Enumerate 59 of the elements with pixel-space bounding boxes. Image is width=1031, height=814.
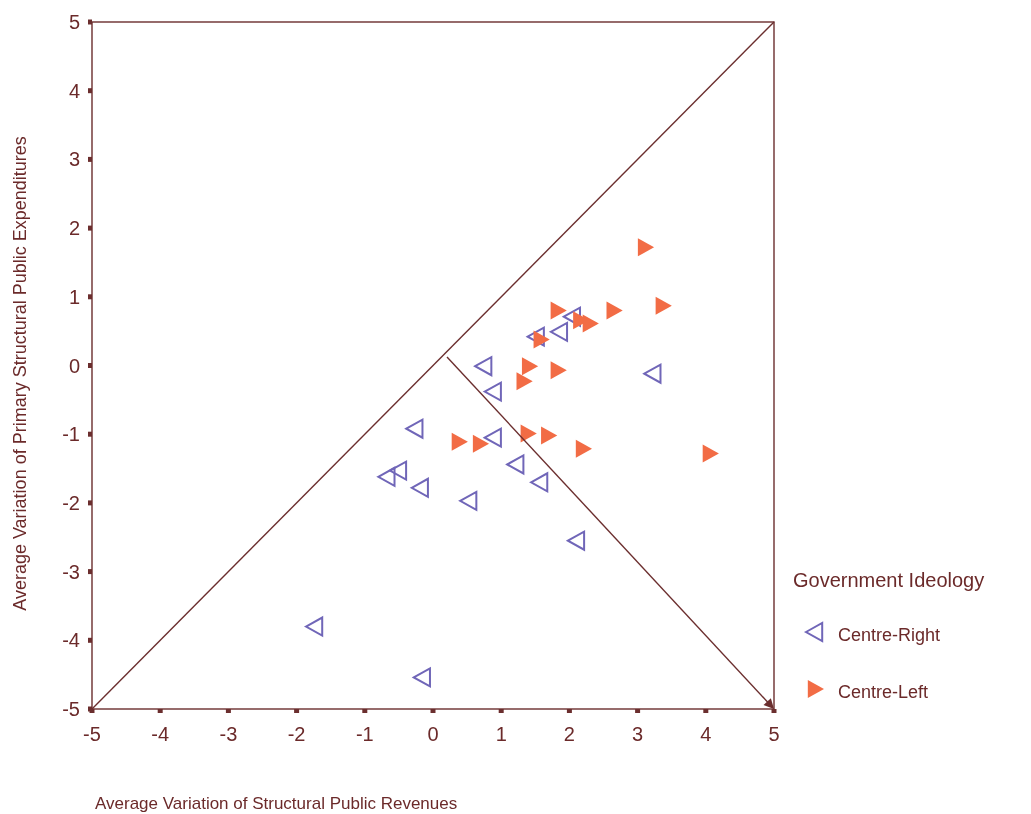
x-tick-label: 1	[495, 723, 507, 745]
point	[637, 238, 655, 257]
point	[550, 361, 567, 380]
point	[702, 444, 719, 463]
x-axis-title: Average Variation of Structural Public Revenues	[95, 794, 458, 813]
point	[506, 454, 525, 475]
point	[550, 301, 567, 320]
legend-label: Centre-Left	[838, 682, 929, 702]
y-tick-label: -1	[62, 423, 80, 446]
point	[483, 381, 502, 402]
x-tick-label: 4	[700, 723, 712, 745]
point	[377, 466, 396, 487]
point	[388, 460, 408, 481]
point	[520, 424, 537, 443]
y-tick-label: 2	[68, 217, 80, 240]
point	[521, 357, 539, 376]
x-tick-label: 3	[632, 723, 644, 745]
x-tick-label: 5	[768, 723, 780, 745]
point	[472, 434, 490, 453]
point	[643, 363, 662, 384]
point	[606, 301, 623, 320]
y-tick-label: 4	[68, 79, 80, 102]
point	[516, 372, 533, 391]
x-tick-label: -2	[287, 723, 306, 745]
point	[451, 432, 468, 451]
point	[526, 326, 545, 347]
y-tick-label: -2	[62, 491, 80, 514]
x-tick-label: -1	[355, 723, 374, 745]
x-tick-label: -3	[219, 723, 238, 745]
y-axis-title: Average Variation of Primary Structural Public Expenditures	[10, 136, 30, 611]
point	[575, 439, 593, 458]
y-tick-label: -4	[62, 629, 80, 652]
y-tick-label: 3	[68, 148, 80, 171]
x-tick-label: -4	[151, 723, 170, 745]
point	[405, 418, 424, 439]
y-tick-label: 5	[68, 11, 80, 33]
legend-label: Centre-Right	[838, 625, 941, 645]
point	[459, 490, 478, 511]
point	[533, 330, 550, 349]
point	[541, 426, 558, 445]
y-tick-label: -3	[62, 560, 80, 583]
point	[562, 306, 582, 327]
point	[549, 321, 569, 342]
point	[305, 616, 324, 637]
point	[412, 667, 431, 688]
x-tick-label: -5	[83, 723, 101, 745]
point	[566, 530, 586, 551]
legend-title: Government Ideology	[793, 569, 985, 591]
point	[474, 356, 493, 377]
y-tick-label: -5	[62, 698, 80, 720]
point	[655, 296, 672, 315]
y-tick-label: 0	[68, 354, 80, 377]
x-tick-label: 2	[563, 723, 575, 745]
point	[530, 472, 549, 493]
point	[483, 427, 502, 448]
point	[410, 477, 429, 498]
x-tick-label: 0	[427, 723, 439, 745]
y-tick-label: 1	[68, 285, 80, 308]
point	[582, 314, 599, 333]
